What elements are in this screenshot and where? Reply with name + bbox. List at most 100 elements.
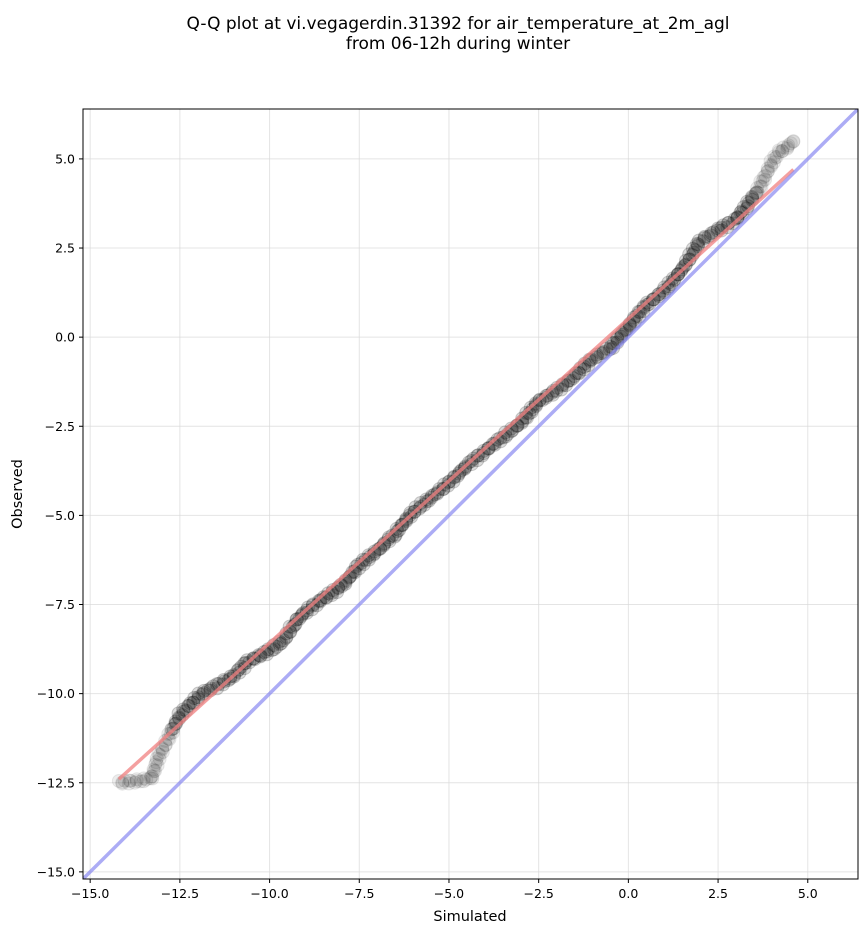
data-point: [155, 745, 170, 760]
data-point: [783, 136, 798, 151]
data-point: [753, 174, 768, 189]
data-point: [197, 683, 212, 698]
x-tick-label: −7.5: [344, 886, 374, 901]
data-point: [191, 690, 206, 705]
y-tick-label: −10.0: [37, 686, 75, 701]
data-point: [776, 140, 791, 155]
data-point: [685, 241, 700, 256]
data-point: [771, 143, 786, 158]
data-point: [148, 763, 163, 778]
fit-line: [117, 168, 795, 781]
data-point: [151, 746, 166, 761]
y-tick-label: −7.5: [45, 597, 75, 612]
data-point: [274, 636, 289, 651]
data-point: [756, 170, 771, 185]
data-point: [596, 344, 611, 359]
y-tick-label: −15.0: [37, 864, 75, 879]
data-point: [690, 239, 705, 254]
data-point: [594, 346, 609, 361]
data-point: [750, 181, 765, 196]
plot-area: [83, 109, 858, 879]
data-point: [269, 639, 284, 654]
data-point: [656, 283, 671, 298]
data-point: [133, 774, 148, 789]
data-point: [436, 481, 451, 496]
data-point: [136, 771, 151, 786]
data-point: [403, 505, 418, 520]
data-point: [704, 226, 719, 241]
data-point: [763, 153, 778, 168]
data-point: [758, 172, 773, 187]
data-point: [121, 776, 136, 791]
data-point: [763, 158, 778, 173]
data-point: [571, 365, 586, 380]
data-point: [750, 185, 765, 200]
data-point: [755, 174, 770, 189]
data-point: [691, 237, 706, 252]
data-point: [696, 234, 711, 249]
y-axis-label: Observed: [10, 459, 26, 529]
data-point: [176, 704, 191, 719]
data-point: [619, 322, 634, 337]
data-point: [697, 229, 712, 244]
data-point: [152, 747, 167, 762]
data-point: [599, 341, 614, 356]
data-point: [149, 751, 164, 766]
data-point: [183, 696, 198, 711]
data-point: [730, 210, 745, 225]
data-point: [554, 382, 569, 397]
data-point: [181, 698, 196, 713]
data-point: [247, 652, 262, 667]
data-point: [279, 629, 294, 644]
data-point: [651, 287, 666, 302]
data-point: [766, 155, 781, 170]
data-point: [146, 762, 161, 777]
y-tick-label: −2.5: [45, 419, 75, 434]
data-point: [764, 159, 779, 174]
data-point: [122, 773, 137, 788]
data-point: [566, 371, 581, 386]
x-tick-label: −15.0: [71, 886, 109, 901]
data-point: [292, 611, 307, 626]
data-point: [191, 686, 206, 701]
data-point: [710, 221, 725, 236]
data-point: [781, 138, 796, 153]
data-point: [706, 225, 721, 240]
data-point: [701, 229, 716, 244]
data-point: [129, 774, 144, 789]
data-point: [148, 757, 163, 772]
data-point: [240, 653, 255, 668]
data-point: [689, 236, 704, 251]
y-tick-label: 0.0: [55, 330, 75, 345]
data-point: [139, 772, 154, 787]
x-axis-label: Simulated: [433, 909, 506, 925]
data-point: [749, 185, 764, 200]
data-point: [772, 144, 787, 159]
data-point: [276, 633, 291, 648]
data-point: [186, 695, 201, 710]
data-point: [581, 358, 596, 373]
data-point: [155, 742, 170, 757]
data-point: [646, 292, 661, 307]
data-point: [760, 164, 775, 179]
data-point: [145, 769, 160, 784]
data-point: [186, 695, 201, 710]
data-point: [493, 431, 508, 446]
data-point: [146, 764, 161, 779]
data-point: [330, 585, 345, 600]
data-point: [316, 590, 331, 605]
x-tick-label: −2.5: [523, 886, 553, 901]
y-tick-label: 5.0: [55, 151, 75, 166]
data-point: [197, 686, 212, 701]
data-point: [321, 586, 336, 601]
plot-frame: [82, 108, 859, 880]
data-point: [152, 752, 167, 767]
data-point: [385, 528, 400, 543]
data-point: [272, 637, 287, 652]
data-point: [786, 134, 801, 149]
data-point: [338, 576, 353, 591]
data-point: [487, 436, 502, 451]
data-point: [195, 687, 210, 702]
data-point: [558, 378, 573, 393]
